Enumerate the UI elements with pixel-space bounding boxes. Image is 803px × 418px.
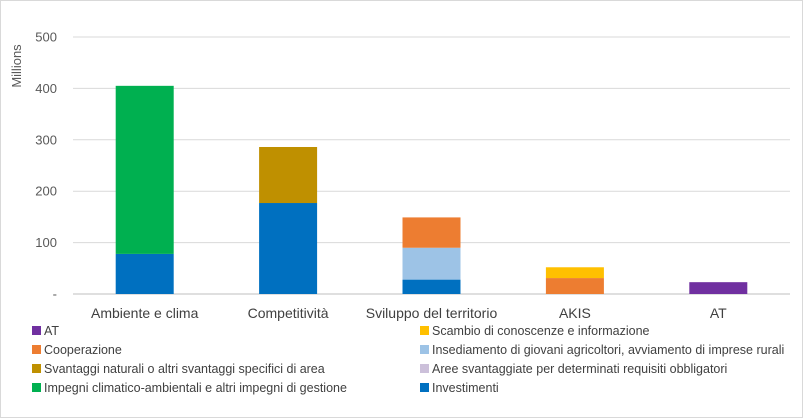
x-category-label: Competitività bbox=[248, 305, 329, 321]
bar-segment bbox=[259, 146, 318, 204]
bar-segment bbox=[115, 253, 174, 294]
bar-segment bbox=[259, 203, 318, 294]
y-tick-label: 300 bbox=[35, 132, 57, 147]
y-tick-label: - bbox=[53, 287, 57, 302]
y-axis-label: Millions bbox=[9, 44, 24, 88]
bar-segment bbox=[545, 267, 604, 279]
x-category-label: AT bbox=[710, 305, 727, 321]
legend-label: Scambio di conoscenze e informazione bbox=[432, 324, 650, 338]
bar-segment bbox=[402, 247, 461, 280]
bar-segment bbox=[115, 85, 174, 254]
bar-segment bbox=[402, 217, 461, 248]
legend-swatch bbox=[420, 364, 429, 373]
y-tick-label: 500 bbox=[35, 30, 57, 45]
legend-label: AT bbox=[44, 324, 59, 338]
x-category-label: Ambiente e clima bbox=[91, 305, 199, 321]
legend-swatch bbox=[32, 326, 41, 335]
y-tick-label: 200 bbox=[35, 184, 57, 199]
legend-swatch bbox=[420, 326, 429, 335]
legend-label: Insediamento di giovani agricoltori, avv… bbox=[432, 343, 784, 357]
bar-segment bbox=[545, 278, 604, 294]
legend-swatch bbox=[420, 345, 429, 354]
legend-label: Investimenti bbox=[432, 381, 499, 395]
x-category-label: Sviluppo del territorio bbox=[366, 305, 498, 321]
legend-swatch bbox=[32, 364, 41, 373]
legend-label: Aree svantaggiate per determinati requis… bbox=[432, 362, 727, 376]
legend-swatch bbox=[32, 383, 41, 392]
legend-swatch bbox=[420, 383, 429, 392]
y-tick-label: 400 bbox=[35, 81, 57, 96]
legend-label: Cooperazione bbox=[44, 343, 122, 357]
y-tick-label: 100 bbox=[35, 235, 57, 250]
bar-segment bbox=[689, 282, 748, 294]
legend-swatch bbox=[32, 345, 41, 354]
x-category-label: AKIS bbox=[559, 305, 591, 321]
bar-segment bbox=[402, 279, 461, 294]
legend-label: Svantaggi naturali o altri svantaggi spe… bbox=[44, 362, 325, 376]
legend-label: Impegni climatico-ambientali e altri imp… bbox=[44, 381, 347, 395]
